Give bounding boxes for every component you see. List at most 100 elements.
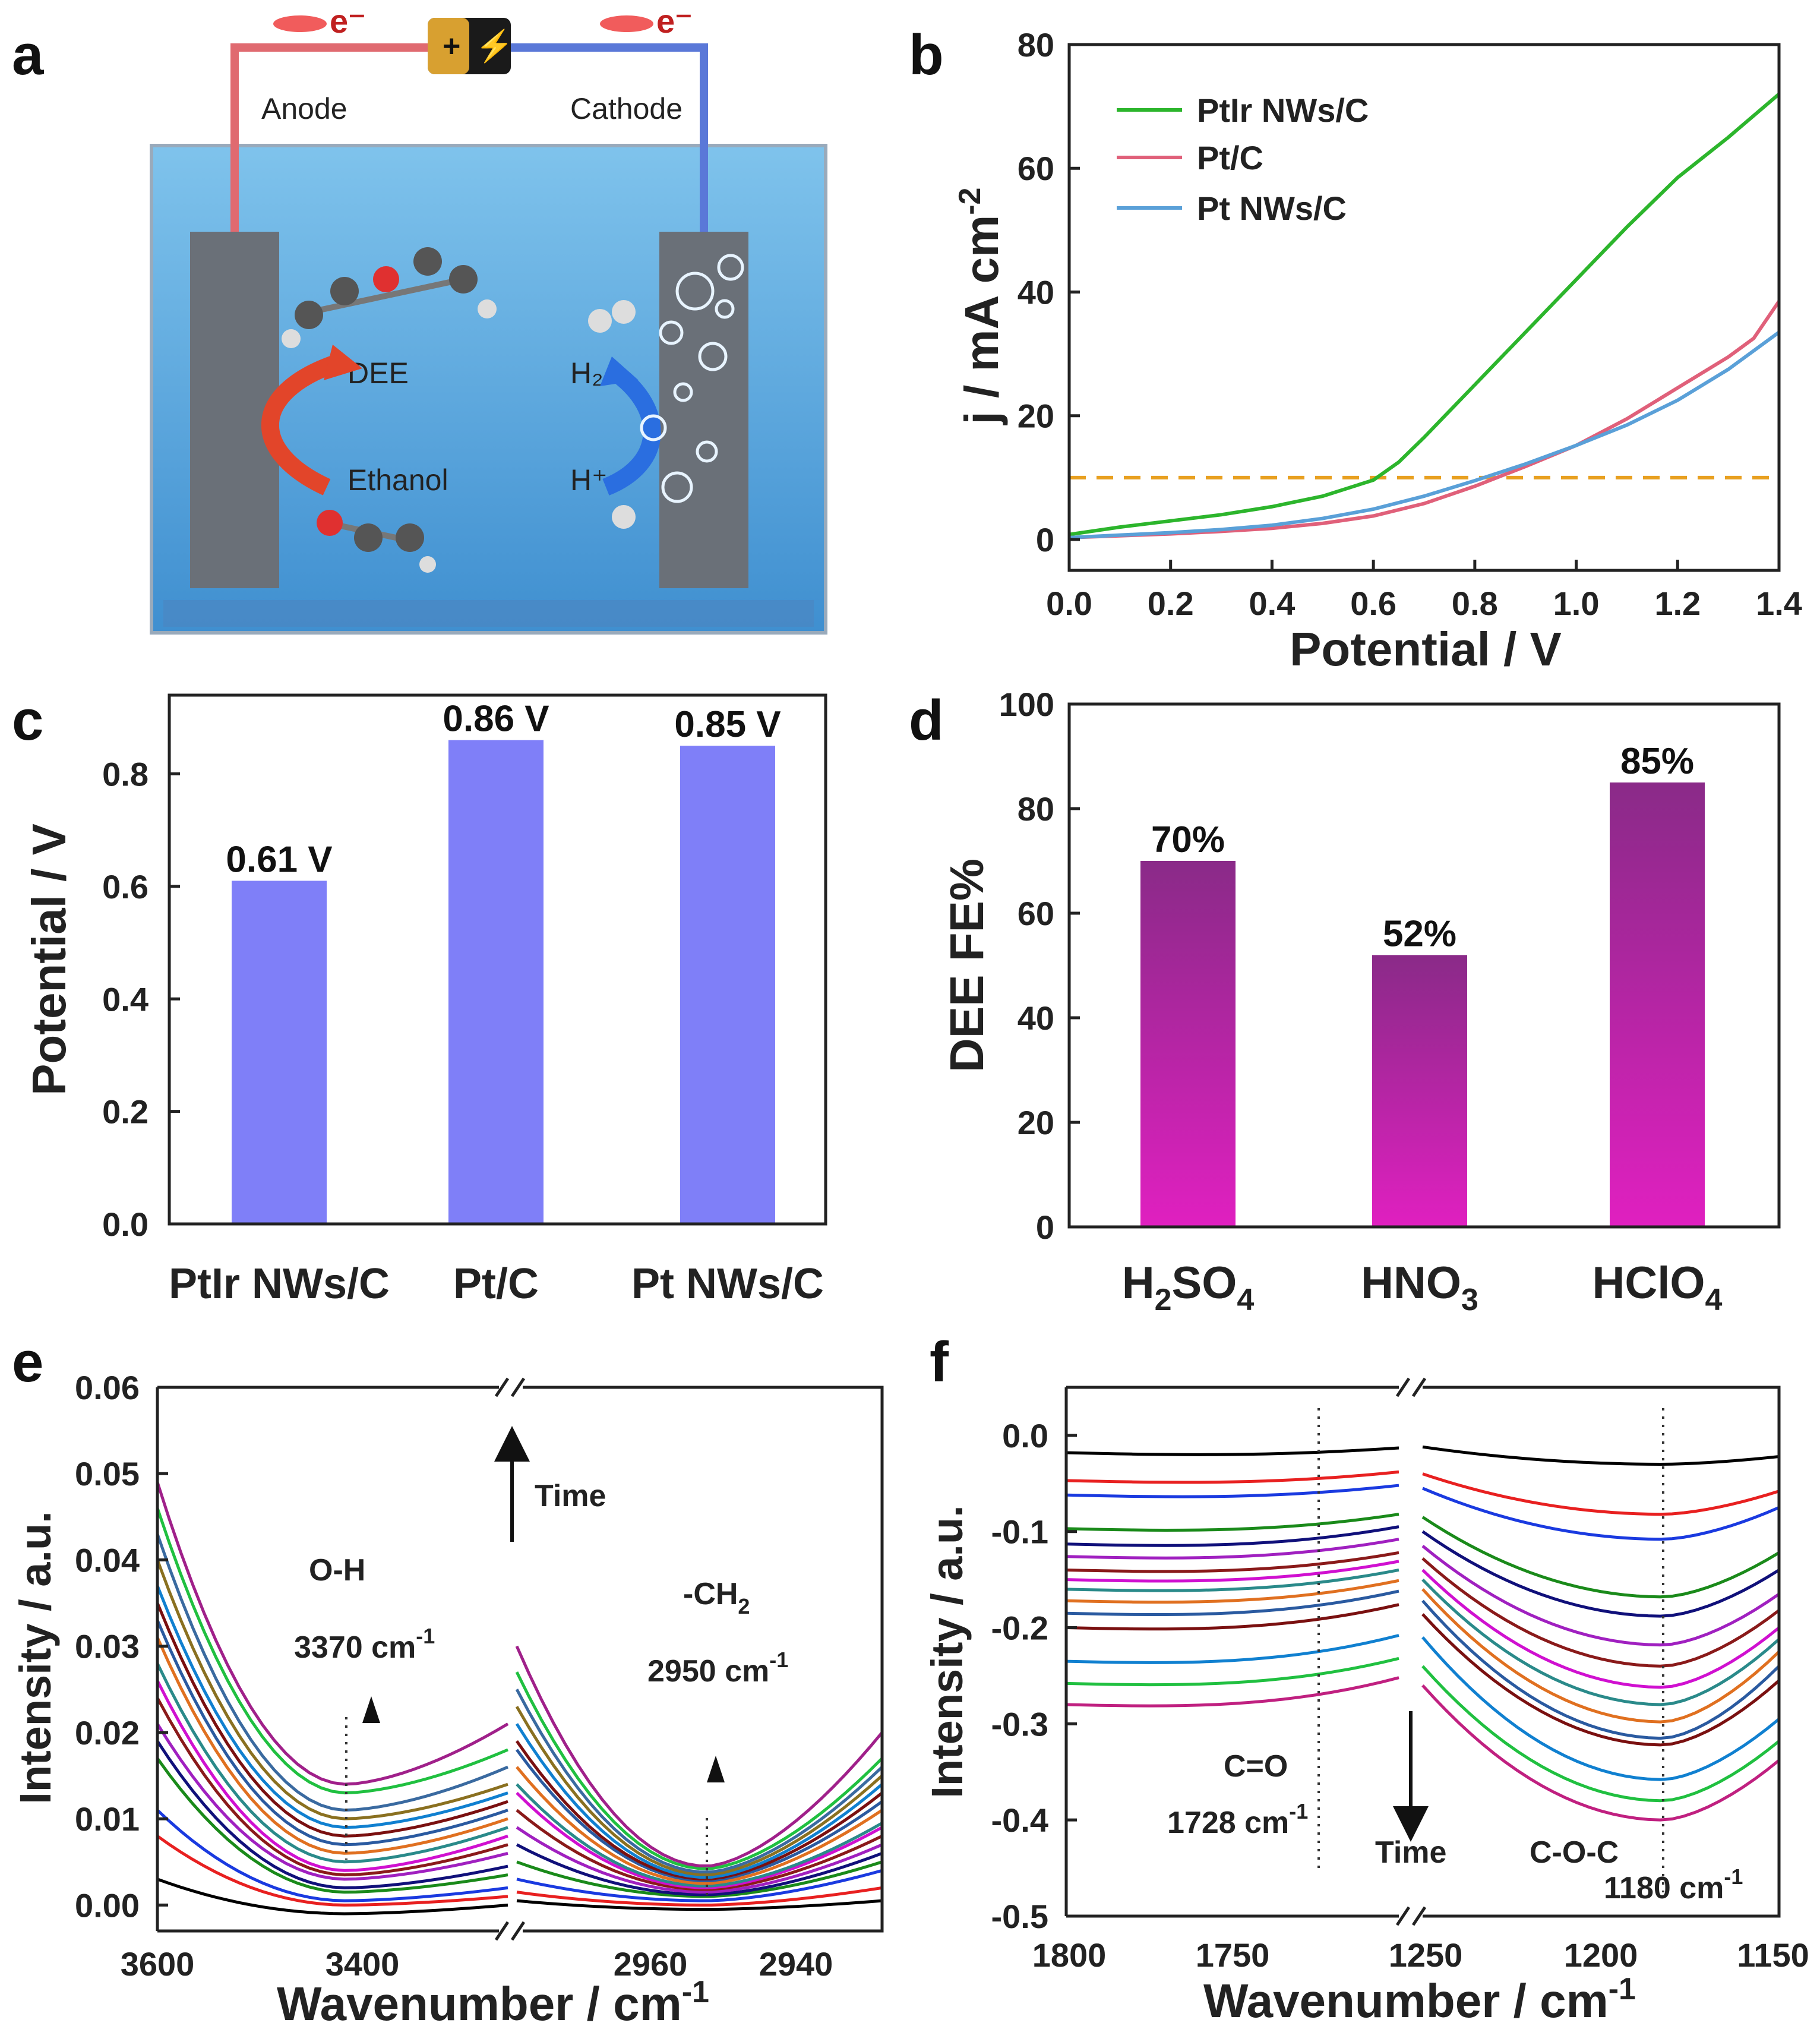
e-ytick-5: 0.05	[75, 1455, 140, 1492]
e-spectrum-right-14	[515, 1689, 883, 1874]
e-spectrum-right-10	[515, 1749, 883, 1882]
f-spectrum-right-9	[1421, 1588, 1780, 1724]
panel-f-axis-break	[1395, 1377, 1427, 1926]
e-xtick-3: 2940	[759, 1945, 833, 1983]
c-bar-2	[680, 746, 775, 1224]
c-data-label-2: 0.85 V	[674, 704, 781, 745]
panel-a-scheme: a + ⚡ e⁻ e⁻ Anode Cathode	[12, 2, 827, 635]
f-ytick-2: -0.2	[991, 1610, 1049, 1647]
e-ytick-6: 0.06	[75, 1369, 140, 1406]
e-y-axis-label-group: Intensity / a.u.	[11, 1511, 60, 1804]
f-spectrum-left-14	[1066, 1676, 1399, 1708]
c-data-label-1: 0.86 V	[443, 699, 549, 740]
e-ch2-arrow-icon	[707, 1756, 725, 1782]
panel-e-axis-break	[494, 1377, 526, 1941]
f-spectrum-left-3	[1066, 1513, 1399, 1532]
f-spectrum-left-8	[1066, 1568, 1399, 1592]
f-y-axis-label: Intensity / a.u.	[922, 1505, 972, 1798]
e-xtick-0: 3600	[121, 1945, 195, 1983]
b-xtick-3: 0.6	[1350, 585, 1396, 622]
e-spectrum-right-6	[516, 1809, 883, 1891]
c-xcat-2: Pt NWs/C	[631, 1260, 824, 1308]
e-ytick-3: 0.03	[75, 1628, 140, 1665]
panel-f-chart: f 0.0 -0.1 -0.2 -0.3 -0.4 -0.5 1800 1750…	[922, 1330, 1809, 2027]
e-spectrum-left-14	[156, 1533, 508, 1812]
panel-c-plot-area	[169, 740, 775, 1226]
b-xtick-5: 1.0	[1553, 585, 1600, 622]
f-spectrum-right-3	[1421, 1516, 1780, 1599]
battery-plus-icon: +	[443, 29, 460, 64]
e-spectrum-right-9	[516, 1766, 883, 1885]
b-xtick-1: 0.2	[1148, 585, 1194, 622]
b-xtick-2: 0.4	[1249, 585, 1295, 622]
e-spectrum-left-4	[156, 1740, 508, 1889]
b-xtick-4: 0.8	[1452, 585, 1498, 622]
e-spectrum-left-8	[156, 1662, 508, 1864]
f-spectrum-right-0	[1422, 1445, 1780, 1466]
e-ytick-0: 0.00	[75, 1886, 140, 1924]
d-ytick-1: 20	[1018, 1104, 1054, 1141]
anode-reaction-arrow	[261, 354, 342, 496]
e-spectrum-left-15	[156, 1507, 508, 1795]
f-spectrum-right-4	[1421, 1530, 1780, 1618]
anode-label: Anode	[261, 92, 347, 125]
e-x-axis-label: Wavenumber / cm-1	[277, 1975, 709, 2029]
panel-b-x-ticks: 0.0 0.2 0.4 0.6 0.8 1.0 1.2 1.4	[1046, 585, 1802, 622]
f-ytick-0: 0.0	[1002, 1417, 1048, 1454]
e-spectrum-left-10	[156, 1620, 508, 1847]
f-spectrum-right-2	[1422, 1487, 1780, 1541]
c-bar-0	[232, 881, 327, 1224]
e-xtick-1: 3400	[326, 1945, 400, 1983]
b-xtick-0: 0.0	[1046, 585, 1092, 622]
e-spectrum-left-3	[156, 1757, 508, 1894]
h2-label: H₂	[570, 356, 603, 390]
b-y-axis-label: j / mA cm-2	[953, 188, 1008, 426]
c-y-axis-label: Potential / V	[23, 823, 75, 1096]
f-spectrum-right-8	[1421, 1578, 1780, 1706]
c-ytick-4: 0.8	[102, 756, 148, 793]
tank-floor	[163, 600, 814, 627]
b-xtick-7: 1.4	[1756, 585, 1802, 622]
e-spectrum-right-11	[515, 1740, 883, 1881]
electron-trail-right	[600, 15, 653, 32]
f-xtick-3: 1200	[1564, 1936, 1638, 1974]
e-spectrum-right-3	[516, 1860, 883, 1898]
e-ytick-1: 0.01	[75, 1800, 140, 1838]
panel-b-axes-frame	[1067, 43, 1781, 572]
e-spectrum-right-0	[516, 1899, 883, 1911]
f-spectrum-left-4	[1066, 1525, 1399, 1547]
cathode-arrow-head	[600, 356, 639, 386]
panel-d-chart: d 0 20 40 60 80 100 H2SO4 HNO3 HClO4 70%…	[909, 686, 1781, 1317]
panel-c-axes-frame	[168, 693, 827, 1226]
f-y-axis-label-group: Intensity / a.u.	[922, 1505, 972, 1798]
d-bar-2	[1610, 782, 1705, 1227]
d-data-label-0: 70%	[1151, 819, 1225, 860]
f-spectrum-right-14	[1421, 1684, 1780, 1822]
dee-molecule	[282, 247, 497, 348]
d-y-axis-label: DEE FE%	[940, 859, 993, 1072]
e-spectrum-right-16	[515, 1645, 883, 1868]
b-x-axis-label: Potential / V	[1290, 623, 1562, 676]
panel-d-axes-frame	[1067, 702, 1781, 1229]
f-spectrum-left-5	[1066, 1538, 1399, 1560]
f-ytick-5: -0.5	[991, 1898, 1049, 1935]
panel-label-c: c	[12, 689, 43, 752]
e-spectrum-left-7	[156, 1680, 508, 1872]
e-spectrum-right-7	[516, 1791, 883, 1889]
dee-label: DEE	[347, 356, 409, 390]
b-xtick-6: 1.2	[1654, 585, 1701, 622]
f-coc-label: C-O-C	[1530, 1835, 1619, 1870]
e-spectrum-left-0	[157, 1877, 508, 1916]
panel-f-axes-frame	[1066, 1386, 1781, 1918]
panel-d-plot-area	[1069, 702, 1705, 1229]
f-spectrum-left-0	[1066, 1446, 1399, 1456]
panel-e-plot-area	[156, 1386, 883, 1916]
f-spectrum-right-13	[1421, 1665, 1780, 1803]
panel-b-chart: b 0 20 40 60 80 0.0 0.2 0.4 0.6 0.8 1.0 …	[909, 23, 1802, 676]
c-ytick-1: 0.2	[102, 1093, 148, 1131]
cathode-electrode	[659, 232, 748, 588]
e-oh-peak: 3370 cm-1	[294, 1624, 435, 1665]
d-ytick-3: 60	[1018, 895, 1054, 932]
b-series-2	[1069, 330, 1780, 539]
f-time-label: Time	[1375, 1835, 1446, 1870]
